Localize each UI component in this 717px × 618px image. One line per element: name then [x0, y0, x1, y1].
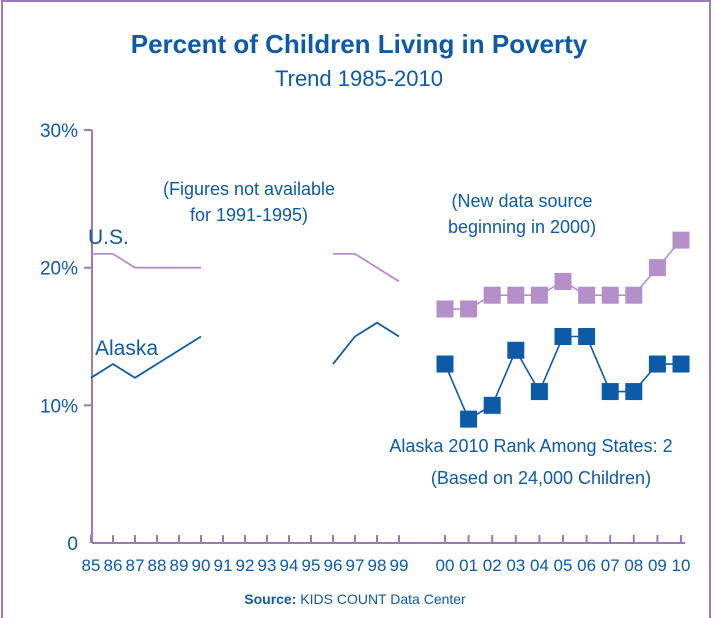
- x-tick-label: 93: [258, 556, 277, 575]
- data-point-alaska: [625, 383, 643, 401]
- x-tick-label: 03: [506, 556, 525, 575]
- y-tick-label: 0: [67, 534, 78, 555]
- data-point-alaska: [672, 355, 690, 373]
- data-point-alaska: [578, 328, 596, 345]
- data-point-us: [554, 272, 572, 290]
- new-source-note-line-2: beginning in 2000): [448, 217, 596, 237]
- series-line-us-segment-1: [91, 252, 201, 269]
- data-point-alaska: [530, 383, 548, 401]
- x-tick-label: 09: [648, 556, 667, 575]
- x-tick-label: 89: [170, 556, 189, 575]
- rank-note-line-1: Alaska 2010 Rank Among States: 2: [389, 436, 672, 456]
- new-source-note-line-1: (New data source: [451, 191, 592, 211]
- series-label-us: U.S.: [88, 226, 129, 249]
- x-tick-label: 88: [148, 556, 167, 575]
- x-tick-label: 07: [601, 556, 620, 575]
- series-line-alaska-segment-1: [90, 335, 202, 379]
- chart-subtitle: Trend 1985-2010: [275, 66, 443, 91]
- x-tick-label: 96: [324, 556, 343, 575]
- x-tick-label: 06: [577, 556, 596, 575]
- data-point-alaska: [436, 355, 454, 373]
- data-point-alaska: [507, 341, 525, 359]
- data-point-us: [460, 300, 478, 318]
- x-tick-label: 85: [82, 556, 101, 575]
- y-tick-label: 20%: [40, 259, 78, 280]
- source-text: KIDS COUNT Data Center: [300, 591, 466, 607]
- x-tick-label: 05: [554, 556, 573, 575]
- data-point-us: [483, 286, 501, 304]
- data-point-alaska: [601, 383, 619, 401]
- x-tick-label: 92: [236, 556, 255, 575]
- x-tick-label: 00: [436, 556, 455, 575]
- x-tick-label: 97: [346, 556, 365, 575]
- x-tick-label: 99: [390, 556, 409, 575]
- source-label: Source:: [244, 591, 296, 607]
- chart-title: Percent of Children Living in Poverty: [131, 29, 588, 59]
- x-tick-label: 98: [368, 556, 387, 575]
- data-point-us: [436, 300, 454, 318]
- x-tick-label: 10: [672, 556, 691, 575]
- y-tick-label: 30%: [40, 121, 78, 142]
- data-point-us: [625, 286, 643, 304]
- data-point-us: [530, 286, 548, 304]
- data-point-us: [507, 286, 525, 304]
- data-point-alaska: [648, 355, 666, 373]
- x-tick-label: 94: [280, 556, 299, 575]
- x-tick-label: 02: [483, 556, 502, 575]
- x-tick-label: 95: [302, 556, 321, 575]
- rank-note-line-2: (Based on 24,000 Children): [431, 468, 651, 488]
- x-tick-label: 04: [530, 556, 549, 575]
- x-tick-label: 90: [192, 556, 211, 575]
- y-tick-label: 10%: [40, 396, 78, 417]
- series-line-us-segment-2: [333, 252, 400, 283]
- x-ticks: 85 86 87 88 89 90 91 92 93 94 95 96 97 98 99 00 01 02 03 04…: [82, 535, 691, 575]
- series-line-alaska-segment-2: [332, 321, 400, 365]
- x-tick-label: 01: [459, 556, 478, 575]
- data-point-us: [648, 259, 666, 277]
- series-label-alaska: Alaska: [95, 337, 158, 360]
- data-point-us: [601, 286, 619, 304]
- x-tick-label: 08: [624, 556, 643, 575]
- data-point-us: [578, 286, 596, 304]
- data-point-alaska: [554, 328, 572, 345]
- x-tick-label: 87: [126, 556, 145, 575]
- series-line-alaska-segment-3: [444, 335, 681, 421]
- y-ticks: 0 10% 20% 30%: [40, 121, 92, 555]
- x-tick-label: 91: [214, 556, 233, 575]
- data-point-alaska: [460, 410, 478, 428]
- data-point-us: [672, 231, 690, 249]
- source-line: Source: KIDS COUNT Data Center: [244, 591, 466, 607]
- series-layer: [90, 231, 690, 428]
- gap-note-line-2: for 1991-1995): [190, 205, 308, 225]
- gap-note-line-1: (Figures not available: [163, 179, 335, 199]
- data-point-alaska: [483, 396, 501, 414]
- x-tick-label: 86: [104, 556, 123, 575]
